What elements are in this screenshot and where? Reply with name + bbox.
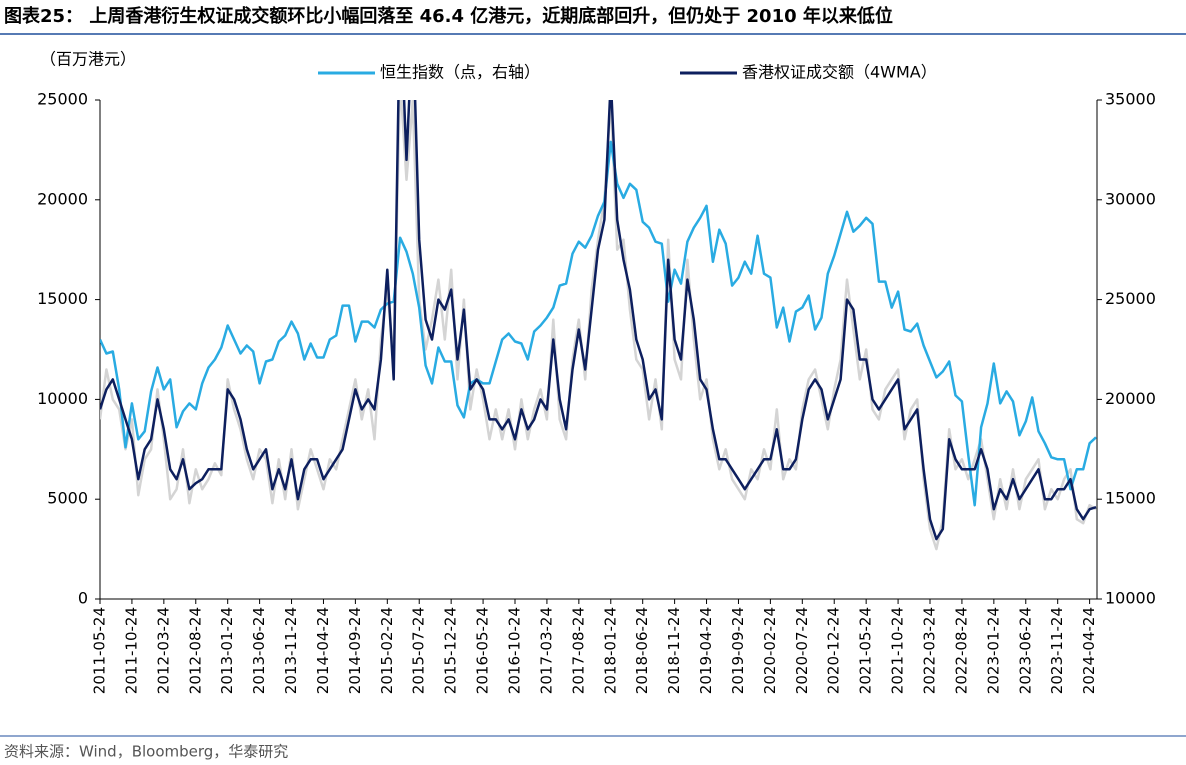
x-tick-label: 2016-05-24 (474, 607, 492, 694)
x-tick-label: 2020-12-24 (825, 607, 843, 694)
x-tick-label: 2022-08-24 (952, 607, 970, 694)
x-tick-label: 2020-07-24 (793, 607, 811, 694)
y2-tick-label: 35000 (1105, 90, 1156, 109)
y2-tick-label: 25000 (1105, 289, 1156, 308)
plot-area (100, 100, 1097, 551)
legend-label: 香港权证成交额（4WMA） (742, 63, 937, 82)
x-tick-label: 2024-04-24 (1080, 607, 1098, 694)
x-tick-label: 2014-09-24 (346, 607, 364, 694)
x-tick-label: 2018-01-24 (601, 607, 619, 694)
x-tick-label: 2017-08-24 (569, 607, 587, 694)
x-tick-label: 2012-08-24 (186, 607, 204, 694)
x-tick-label: 2018-11-24 (665, 607, 683, 694)
x-tick-label: 2013-06-24 (250, 607, 268, 694)
x-tick-label: 2020-02-24 (761, 607, 779, 694)
y-axis-label: （百万港元） (40, 50, 136, 69)
x-tick-label: 2022-03-24 (921, 607, 939, 694)
x-tick-label: 2019-09-24 (729, 607, 747, 694)
y-tick-label: 15000 (37, 289, 88, 308)
y-tick-label: 20000 (37, 189, 88, 208)
x-tick-label: 2013-11-24 (282, 607, 300, 694)
x-tick-label: 2015-07-24 (410, 607, 428, 694)
y-tick-label: 25000 (37, 90, 88, 109)
x-tick-label: 2016-10-24 (506, 607, 524, 694)
series-line (100, 100, 1097, 551)
y2-tick-label: 10000 (1105, 589, 1156, 608)
chart-title: 图表25： 上周香港衍生权证成交额环比小幅回落至 46.4 亿港元，近期底部回升… (4, 5, 893, 27)
x-tick-label: 2021-05-24 (857, 607, 875, 694)
x-tick-label: 2015-12-24 (442, 607, 460, 694)
x-tick-label: 2023-11-24 (1048, 607, 1066, 694)
source: 资料来源：Wind，Bloomberg，华泰研究 (4, 743, 288, 761)
x-tick-label: 2011-10-24 (122, 607, 140, 694)
x-tick-label: 2013-01-24 (218, 607, 236, 694)
x-tick-label: 2017-03-24 (537, 607, 555, 694)
x-tick-label: 2023-06-24 (1016, 607, 1034, 694)
y-tick-label: 5000 (47, 489, 88, 508)
x-tick-label: 2023-01-24 (984, 607, 1002, 694)
legend-label: 恒生指数（点，右轴） (380, 63, 540, 82)
y-tick-label: 10000 (37, 389, 88, 408)
y2-tick-label: 20000 (1105, 389, 1156, 408)
series-line (100, 140, 1097, 507)
series-line (100, 100, 1097, 541)
x-tick-label: 2014-04-24 (314, 607, 332, 694)
x-tick-label: 2018-06-24 (633, 607, 651, 694)
x-tick-label: 2021-10-24 (889, 607, 907, 694)
x-tick-label: 2012-03-24 (154, 607, 172, 694)
y2-tick-label: 30000 (1105, 189, 1156, 208)
x-tick-label: 2019-04-24 (697, 607, 715, 694)
y-tick-label: 0 (78, 589, 88, 608)
x-tick-label: 2015-02-24 (378, 607, 396, 694)
x-tick-label: 2011-05-24 (91, 607, 109, 694)
y2-tick-label: 15000 (1105, 489, 1156, 508)
